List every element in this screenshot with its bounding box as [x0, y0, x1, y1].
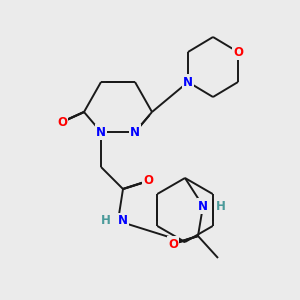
Text: N: N	[198, 200, 208, 212]
Text: O: O	[57, 116, 67, 128]
Text: N: N	[96, 125, 106, 139]
Text: O: O	[168, 238, 178, 250]
Text: N: N	[183, 76, 193, 88]
Text: O: O	[143, 175, 153, 188]
Text: N: N	[130, 125, 140, 139]
Text: N: N	[118, 214, 128, 227]
Text: H: H	[101, 214, 111, 227]
Text: H: H	[216, 200, 226, 212]
Text: O: O	[233, 46, 243, 59]
